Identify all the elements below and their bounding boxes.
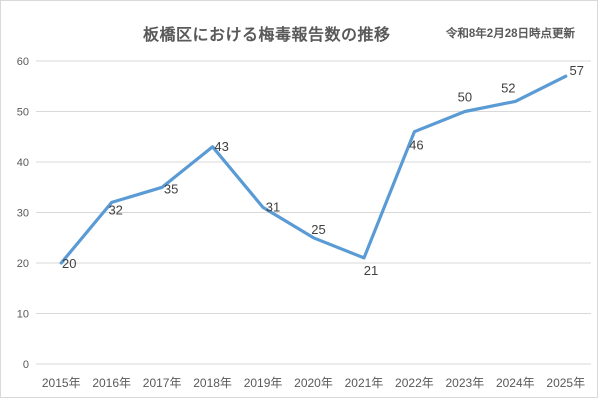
y-axis-tick-label: 10 [17, 309, 29, 321]
x-axis-tick-label: 2022年 [395, 376, 434, 390]
y-axis-tick-label: 0 [23, 359, 29, 371]
y-axis-tick-label: 20 [17, 258, 29, 270]
y-axis-tick-label: 60 [17, 56, 29, 68]
x-axis-tick-label: 2021年 [345, 376, 384, 390]
x-axis-tick-label: 2019年 [244, 376, 283, 390]
x-axis-tick-label: 2015年 [42, 376, 81, 390]
data-point-label: 31 [266, 199, 280, 214]
data-point-label: 35 [164, 181, 178, 196]
y-axis-tick-label: 50 [17, 107, 29, 119]
data-point-label: 46 [409, 138, 423, 153]
update-note: 令和8年2月28日時点更新 [445, 28, 575, 40]
x-axis-tick-label: 2018年 [193, 376, 232, 390]
y-axis-tick-label: 30 [17, 208, 29, 220]
data-point-label: 57 [570, 63, 584, 78]
x-axis-tick-label: 2023年 [446, 376, 485, 390]
data-point-label: 52 [501, 80, 515, 95]
chart-title: 板橋区における梅毒報告数の推移 [143, 27, 391, 44]
data-point-label: 43 [214, 139, 228, 154]
data-point-label: 25 [311, 222, 325, 237]
x-axis-tick-label: 2025年 [546, 376, 585, 390]
data-point-label: 21 [364, 263, 378, 278]
data-line-series [59, 74, 568, 265]
data-point-label: 20 [62, 256, 76, 271]
data-point-label: 32 [108, 202, 122, 217]
data-point-label: 50 [458, 90, 472, 105]
x-axis-tick-label: 2024年 [496, 376, 535, 390]
y-axis-tick-label: 40 [17, 157, 29, 169]
x-axis-tick-label: 2016年 [92, 376, 131, 390]
x-axis-tick-label: 2020年 [294, 376, 333, 390]
x-axis-tick-label: 2017年 [143, 376, 182, 390]
